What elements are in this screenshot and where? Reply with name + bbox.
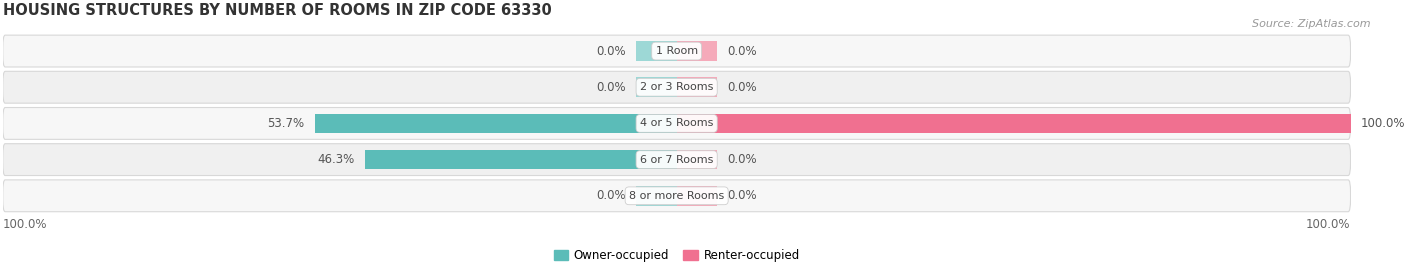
Text: 0.0%: 0.0% bbox=[727, 81, 756, 94]
Text: 100.0%: 100.0% bbox=[1361, 117, 1405, 130]
Text: 0.0%: 0.0% bbox=[727, 189, 756, 202]
Text: 0.0%: 0.0% bbox=[596, 189, 626, 202]
Text: 100.0%: 100.0% bbox=[1306, 218, 1351, 231]
Bar bbox=[676, 77, 717, 97]
FancyBboxPatch shape bbox=[3, 144, 1351, 176]
Bar bbox=[315, 114, 676, 133]
Text: 46.3%: 46.3% bbox=[318, 153, 354, 166]
FancyBboxPatch shape bbox=[3, 108, 1351, 139]
Bar bbox=[676, 114, 1351, 133]
Text: Source: ZipAtlas.com: Source: ZipAtlas.com bbox=[1253, 19, 1371, 29]
Text: 2 or 3 Rooms: 2 or 3 Rooms bbox=[640, 82, 713, 92]
Bar bbox=[676, 150, 717, 169]
Legend: Owner-occupied, Renter-occupied: Owner-occupied, Renter-occupied bbox=[548, 244, 804, 266]
Bar bbox=[676, 186, 717, 206]
FancyBboxPatch shape bbox=[3, 71, 1351, 103]
Text: 8 or more Rooms: 8 or more Rooms bbox=[628, 191, 724, 201]
Text: 0.0%: 0.0% bbox=[596, 81, 626, 94]
Bar bbox=[637, 77, 676, 97]
Text: 1 Room: 1 Room bbox=[655, 46, 697, 56]
Text: 0.0%: 0.0% bbox=[727, 45, 756, 58]
Text: 0.0%: 0.0% bbox=[727, 153, 756, 166]
Bar bbox=[676, 41, 717, 61]
FancyBboxPatch shape bbox=[3, 180, 1351, 212]
Bar bbox=[364, 150, 676, 169]
Text: 53.7%: 53.7% bbox=[267, 117, 305, 130]
Text: 100.0%: 100.0% bbox=[3, 218, 48, 231]
Text: 0.0%: 0.0% bbox=[596, 45, 626, 58]
Bar bbox=[637, 41, 676, 61]
Bar bbox=[637, 186, 676, 206]
FancyBboxPatch shape bbox=[3, 35, 1351, 67]
Text: HOUSING STRUCTURES BY NUMBER OF ROOMS IN ZIP CODE 63330: HOUSING STRUCTURES BY NUMBER OF ROOMS IN… bbox=[3, 3, 551, 18]
Text: 4 or 5 Rooms: 4 or 5 Rooms bbox=[640, 118, 713, 128]
Text: 6 or 7 Rooms: 6 or 7 Rooms bbox=[640, 155, 713, 165]
